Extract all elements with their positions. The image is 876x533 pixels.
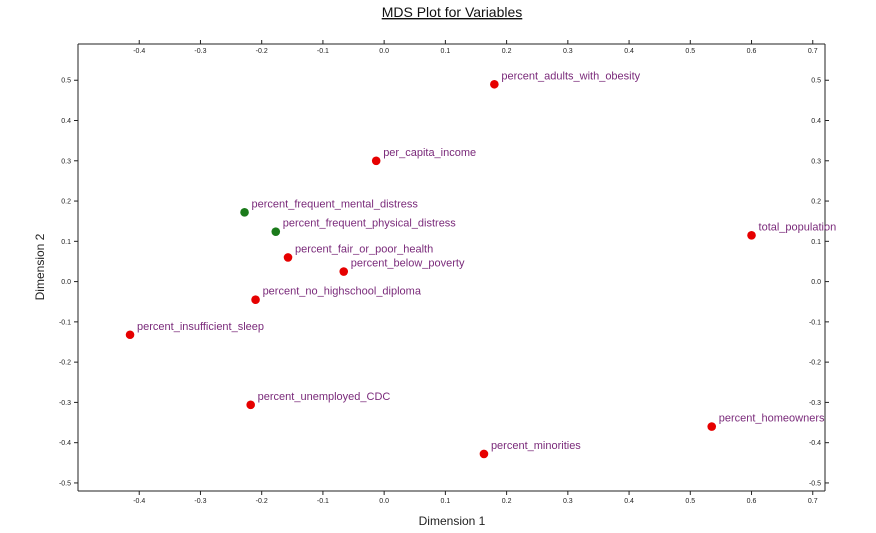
y-tick-label-left: -0.3 (59, 400, 71, 407)
data-point-label: percent_frequent_physical_distress (283, 218, 457, 230)
x-tick-label-bottom: 0.0 (379, 498, 389, 505)
data-point (240, 208, 249, 217)
y-tick-label-left: -0.2 (59, 360, 71, 367)
data-point-label: percent_below_poverty (351, 258, 465, 270)
data-point (246, 400, 255, 410)
y-tick-label-left: 0.2 (61, 199, 71, 206)
y-tick-label-left: 0.3 (61, 158, 71, 165)
y-tick-label-right: -0.2 (809, 360, 821, 367)
y-tick-label-left: 0.0 (61, 279, 71, 286)
y-tick-label-right: 0.2 (811, 199, 821, 206)
data-point (125, 330, 135, 340)
data-point-label: percent_fair_or_poor_health (295, 243, 433, 255)
x-tick-label-bottom: 0.7 (808, 498, 818, 505)
plot-axes (77, 43, 826, 492)
y-tick-label-right: 0.1 (811, 239, 821, 246)
x-tick-label-top: -0.3 (194, 48, 206, 55)
data-point (251, 295, 260, 305)
x-tick-label-bottom: -0.4 (133, 498, 145, 505)
x-tick-label-bottom: 0.2 (502, 498, 512, 505)
x-tick-label-top: 0.6 (747, 48, 757, 55)
x-tick-label-bottom: -0.1 (317, 498, 329, 505)
x-tick-label-top: 0.4 (624, 48, 634, 55)
y-tick-label-left: 0.5 (61, 78, 71, 85)
x-tick-label-bottom: 0.6 (747, 498, 757, 505)
y-tick-label-right: -0.3 (809, 400, 821, 407)
x-tick-label-bottom: -0.3 (194, 498, 206, 505)
y-axis-title: Dimension 2 (33, 233, 47, 300)
x-tick-label-top: -0.4 (133, 48, 145, 55)
y-tick-label-left: 0.1 (61, 239, 71, 246)
data-point-label: percent_adults_with_obesity (501, 70, 640, 82)
data-point-label: per_capita_income (383, 147, 476, 159)
data-point-label: percent_homeowners (719, 413, 825, 425)
x-tick-label-top: 0.7 (808, 48, 818, 55)
data-point (283, 253, 293, 262)
x-tick-label-top: -0.1 (317, 48, 329, 55)
x-tick-label-top: 0.3 (563, 48, 573, 55)
data-point-label: total_population (759, 221, 837, 233)
x-tick-label-top: 0.5 (685, 48, 695, 55)
data-point-label: percent_no_highschool_diploma (263, 286, 422, 298)
y-tick-label-right: 0.3 (811, 158, 821, 165)
y-tick-label-left: -0.1 (59, 319, 71, 326)
data-point (339, 267, 349, 276)
y-tick-label-left: -0.4 (59, 440, 71, 447)
x-tick-label-bottom: 0.4 (624, 498, 634, 505)
data-point-label: percent_unemployed_CDC (258, 391, 391, 403)
x-tick-label-top: 0.1 (441, 48, 451, 55)
data-point (479, 449, 489, 459)
data-point (371, 156, 381, 166)
data-point (271, 227, 281, 236)
chart-title: MDS Plot for Variables (382, 4, 523, 20)
y-tick-label-right: 0.5 (811, 78, 821, 85)
data-point-label: percent_minorities (491, 440, 581, 452)
x-tick-label-top: 0.0 (379, 48, 389, 55)
y-tick-label-right: -0.1 (809, 319, 821, 326)
data-point (707, 422, 717, 431)
y-tick-label-right: 0.4 (811, 118, 821, 125)
x-tick-label-bottom: -0.2 (256, 498, 268, 505)
data-point-label: percent_frequent_mental_distress (252, 198, 419, 210)
x-tick-label-top: -0.2 (256, 48, 268, 55)
y-tick-label-right: -0.5 (809, 480, 821, 487)
x-tick-label-bottom: 0.1 (441, 498, 451, 505)
data-point (490, 79, 499, 89)
y-tick-label-left: 0.4 (61, 118, 71, 125)
x-tick-label-bottom: 0.3 (563, 498, 573, 505)
data-point (747, 230, 756, 240)
data-points: percent_adults_with_obesity per_capita_in… (125, 70, 837, 459)
y-tick-label-left: -0.5 (59, 480, 71, 487)
y-tick-label-right: -0.4 (809, 440, 821, 447)
x-tick-label-bottom: 0.5 (685, 498, 695, 505)
x-axis-title: Dimension 1 (419, 514, 486, 528)
data-point-label: percent_insufficient_sleep (137, 321, 264, 333)
y-tick-label-right: 0.0 (811, 279, 821, 286)
axis-ticks: -0.4 -0.4 -0.3 -0.3 -0.2 -0.2 -0.1 -0.1 0.0 0.0 0.… (59, 40, 829, 505)
x-tick-label-top: 0.2 (502, 48, 512, 55)
